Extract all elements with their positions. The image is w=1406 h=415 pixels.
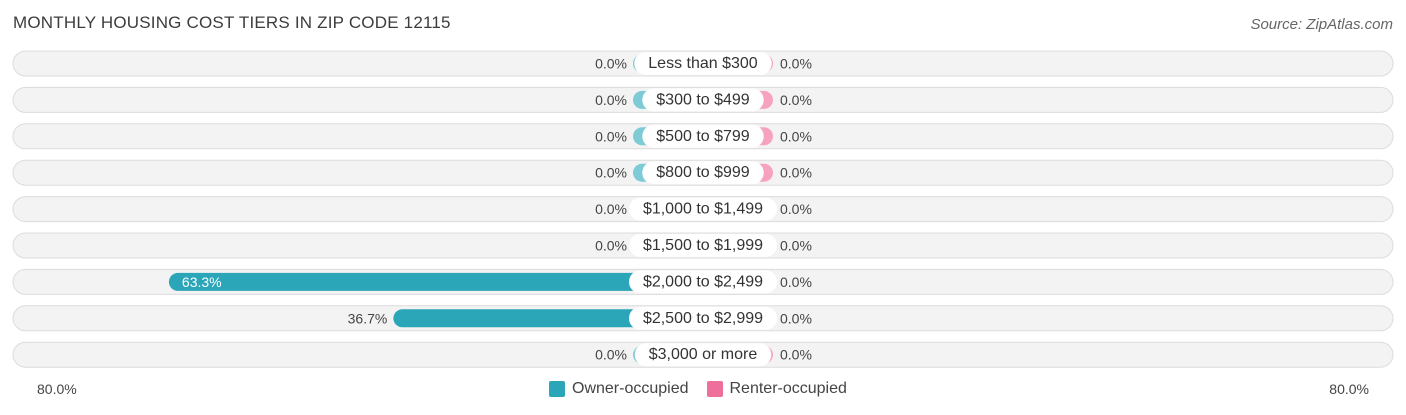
category-label: $300 to $499 xyxy=(656,91,750,108)
owner-value-label: 0.0% xyxy=(595,347,627,363)
category-label: $1,000 to $1,499 xyxy=(643,201,763,218)
category-pill xyxy=(634,343,772,367)
source-label: Source: ZipAtlas.com xyxy=(1250,16,1393,33)
renter-value-label: 0.0% xyxy=(780,128,812,144)
renter-value-label: 0.0% xyxy=(780,201,812,217)
owner-value-label: 0.0% xyxy=(595,238,627,254)
axis-right-label: 80.0% xyxy=(1329,381,1369,397)
owner-value-label: 0.0% xyxy=(595,92,627,108)
category-label: $800 to $999 xyxy=(656,164,750,181)
renter-value-label: 0.0% xyxy=(780,92,812,108)
category-pill xyxy=(628,234,778,257)
category-label: $2,000 to $2,499 xyxy=(643,273,763,290)
category-pill xyxy=(628,197,778,221)
legend-swatch-renter xyxy=(706,381,723,397)
renter-value-label: 0.0% xyxy=(780,347,812,363)
legend-label-owner: Owner-occupied xyxy=(572,380,689,397)
category-pill xyxy=(642,124,764,148)
owner-value-label: 0.0% xyxy=(595,201,627,217)
legend-label-renter: Renter-occupied xyxy=(729,380,847,397)
legend: Owner-occupied Renter-occupied xyxy=(549,380,865,398)
category-pill xyxy=(634,52,772,75)
renter-value-label: 0.0% xyxy=(780,310,812,326)
category-pill xyxy=(628,306,778,330)
owner-bar xyxy=(393,309,703,328)
renter-value-label: 0.0% xyxy=(780,56,812,72)
renter-value-label: 0.0% xyxy=(780,165,812,181)
owner-value-label: 0.0% xyxy=(595,56,627,72)
renter-value-label: 0.0% xyxy=(780,274,812,290)
legend-item-renter: Renter-occupied xyxy=(706,380,847,398)
chart-title: MONTHLY HOUSING COST TIERS IN ZIP CODE 1… xyxy=(13,13,451,32)
legend-swatch-owner xyxy=(549,381,565,397)
category-label: $500 to $799 xyxy=(656,128,750,145)
category-pill xyxy=(642,161,764,185)
legend-item-owner: Owner-occupied xyxy=(549,380,689,398)
owner-value-label: 63.3% xyxy=(182,274,222,290)
category-label: $1,500 to $1,999 xyxy=(643,237,763,254)
chart-canvas: 0.0% 0.0% Less than $300 0.0% 0.0% $300 to $4… xyxy=(12,50,1394,368)
owner-bar xyxy=(168,272,703,291)
category-label: $2,500 to $2,999 xyxy=(643,310,763,327)
category-label: $3,000 or more xyxy=(649,346,758,363)
axis-left-label: 80.0% xyxy=(37,381,77,397)
category-label: Less than $300 xyxy=(648,55,758,72)
category-pill xyxy=(628,270,778,294)
owner-value-label: 36.7% xyxy=(348,310,388,326)
owner-value-label: 0.0% xyxy=(595,128,627,144)
owner-value-label: 0.0% xyxy=(595,165,627,181)
renter-value-label: 0.0% xyxy=(780,238,812,254)
category-pill xyxy=(642,88,764,112)
